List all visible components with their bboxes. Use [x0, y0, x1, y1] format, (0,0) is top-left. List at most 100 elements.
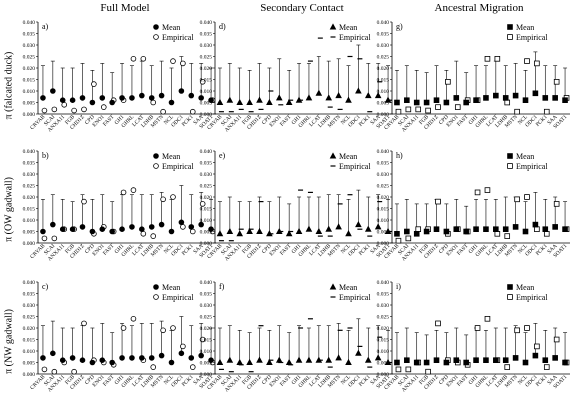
- y-tick-label: 0.020: [200, 195, 213, 201]
- legend-empirical-label: Empirical: [339, 162, 371, 171]
- mean-point: [79, 357, 86, 364]
- x-tick-label: GH1: [291, 114, 303, 126]
- mean-point: [188, 224, 195, 230]
- legend-empirical-label: Empirical: [516, 33, 548, 42]
- mean-point: [256, 227, 263, 234]
- legend-empirical-label: Empirical: [162, 162, 194, 171]
- y-tick-label: 0.015: [200, 78, 213, 84]
- y-tick-label: 0.015: [200, 207, 213, 213]
- mean-point: [433, 97, 440, 104]
- mean-point: [178, 350, 185, 357]
- mean-point: [198, 352, 204, 359]
- mean-point: [69, 355, 76, 361]
- empirical-point: [435, 104, 441, 110]
- y-tick-label: 0.005: [23, 230, 36, 236]
- mean-point: [109, 359, 115, 366]
- panel-e: 0.000 0.005 0.010 0.015 0.020 0.025 0.030 0.035…: [200, 149, 393, 262]
- y-tick-label: 0.010: [377, 218, 390, 224]
- empirical-point: [435, 198, 441, 205]
- y-tick-label: 0.035: [200, 292, 213, 298]
- legend-empirical-label: Empirical: [339, 33, 371, 42]
- mean-point: [305, 356, 313, 363]
- empirical-point: [553, 79, 560, 85]
- y-tick-label: 0.040: [23, 20, 36, 26]
- mean-point: [148, 224, 155, 230]
- mean-point: [168, 359, 175, 366]
- column-title-ancestral-migration: Ancestral Migration: [434, 2, 524, 14]
- mean-point: [168, 99, 175, 106]
- mean-point: [295, 96, 303, 103]
- y-tick-label: 0.030: [200, 43, 213, 49]
- mean-point: [374, 354, 382, 361]
- mean-point: [404, 97, 410, 104]
- y-tick-label: 0.010: [200, 349, 213, 355]
- empirical-point: [445, 79, 451, 85]
- mean-point: [59, 226, 66, 233]
- mean-point: [502, 95, 509, 101]
- y-tick-label: 0.040: [23, 149, 36, 155]
- mean-point: [99, 95, 106, 101]
- mean-point: [148, 95, 155, 101]
- empirical-point: [474, 325, 481, 331]
- y-tick-label: 0.000: [377, 241, 390, 247]
- y-tick-label: 0.010: [377, 349, 390, 355]
- mean-point: [236, 358, 244, 366]
- legend-empirical-marker: [153, 294, 159, 300]
- mean-point: [168, 228, 175, 235]
- mean-point: [542, 357, 549, 363]
- empirical-point: [543, 108, 550, 115]
- mean-point: [364, 91, 372, 99]
- mean-point: [473, 357, 479, 363]
- mean-point: [502, 226, 509, 233]
- mean-point: [404, 357, 410, 363]
- legend-empirical-marker: [507, 294, 513, 300]
- mean-point: [394, 230, 400, 237]
- y-tick-label: 0.005: [200, 101, 213, 107]
- mean-point: [216, 230, 224, 237]
- mean-point: [188, 355, 195, 361]
- mean-point: [423, 228, 430, 235]
- empirical-point: [51, 235, 58, 242]
- mean-point: [256, 356, 263, 363]
- empirical-point: [150, 99, 157, 106]
- mean-point: [394, 359, 400, 366]
- mean-point: [532, 221, 539, 228]
- mean-point: [208, 97, 214, 103]
- y-tick-label: 0.015: [377, 338, 390, 344]
- y-tick-label: 0.020: [200, 326, 213, 332]
- mean-point: [335, 223, 342, 230]
- empirical-point: [405, 106, 412, 113]
- y-tick-label: 0.030: [23, 172, 36, 178]
- legend-mean-marker: [329, 152, 337, 159]
- panel-label: b): [42, 151, 49, 160]
- empirical-point: [514, 327, 520, 334]
- mean-point: [295, 356, 303, 363]
- empirical-point: [140, 231, 147, 237]
- mean-point: [483, 95, 489, 101]
- y-tick-label: 0.015: [200, 338, 213, 344]
- legend-empirical-label: Empirical: [516, 162, 548, 171]
- legend-empirical-marker: [153, 163, 159, 169]
- y-tick-label: 0.025: [23, 315, 36, 321]
- mean-point: [188, 92, 195, 99]
- x-tick-label: CPD: [84, 114, 96, 126]
- y-tick-label: 0.000: [377, 372, 390, 378]
- y-tick-label: 0.035: [377, 32, 390, 38]
- y-tick-label: 0.035: [23, 32, 36, 38]
- legend-mean-label: Mean: [516, 283, 534, 292]
- mean-point: [236, 230, 244, 237]
- y-tick-label: 0.000: [200, 241, 213, 247]
- empirical-point: [160, 108, 166, 115]
- y-tick-label: 0.035: [200, 32, 213, 38]
- mean-point: [355, 220, 362, 228]
- legend-mean-marker: [507, 24, 513, 30]
- empirical-point: [543, 364, 550, 370]
- mean-point: [413, 99, 420, 106]
- empirical-point: [425, 368, 431, 375]
- mean-point: [266, 98, 273, 105]
- mean-point: [413, 359, 420, 366]
- mean-point: [374, 91, 382, 99]
- y-tick-label: 0.040: [23, 280, 36, 286]
- panel-label: i): [396, 282, 401, 291]
- mean-point: [423, 99, 430, 106]
